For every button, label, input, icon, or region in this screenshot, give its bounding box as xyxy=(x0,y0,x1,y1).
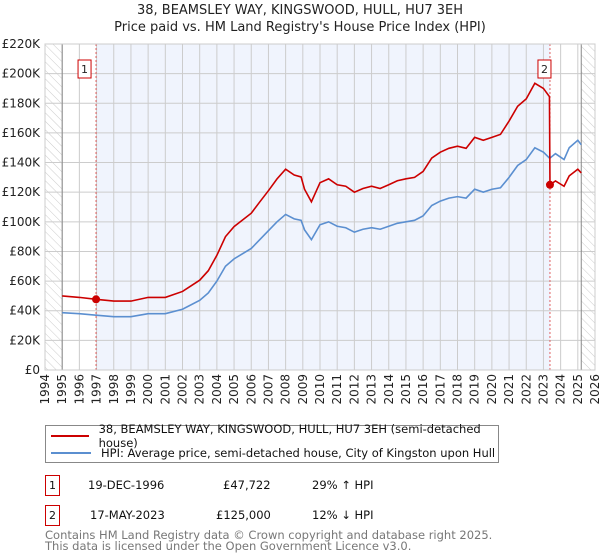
price-chart: 1994 1995 1996 1997 1998 1999 2000 2001 2002 2003… xyxy=(2,37,600,405)
x-tick-label: 2019 xyxy=(468,374,482,405)
x-tick-label: 2026 xyxy=(588,374,600,405)
x-tick-label: 1995 xyxy=(55,374,69,405)
x-tick-label: 2000 xyxy=(141,374,155,405)
x-tick-label: 2005 xyxy=(227,374,241,405)
sale-badge: 1 xyxy=(45,475,60,496)
y-tick-label: £160K xyxy=(2,126,42,140)
x-tick-label: 2007 xyxy=(261,374,275,405)
sale-label-text: 2 xyxy=(541,63,548,76)
legend-label: 38, BEAMSLEY WAY, KINGSWOOD, HULL, HU7 3… xyxy=(98,422,481,450)
legend-item-property: 38, BEAMSLEY WAY, KINGSWOOD, HULL, HU7 3… xyxy=(46,422,498,450)
y-tick-label: £0 xyxy=(25,363,40,377)
sale-date: 17-MAY-2023 xyxy=(90,508,165,522)
sale-label-box xyxy=(537,59,552,79)
sale-date: 19-DEC-1996 xyxy=(88,478,165,492)
x-tick-label: 1997 xyxy=(90,374,104,405)
x-tick-label: 2014 xyxy=(382,374,396,405)
sale-hpi-diff: 12% ↓ HPI xyxy=(312,508,374,522)
x-tick-label: 1994 xyxy=(38,374,52,405)
sale-label-text: 1 xyxy=(81,63,88,76)
chart-title-line2: Price paid vs. HM Land Registry's House … xyxy=(114,20,486,35)
legend-item-hpi: HPI: Average price, semi-detached house,… xyxy=(46,445,495,461)
sale-row: 2 17-MAY-2023 £125,000 12% ↓ HPI xyxy=(45,505,545,526)
x-tick-label: 2020 xyxy=(485,374,499,405)
footer-copyright: Contains HM Land Registry data © Crown c… xyxy=(45,528,493,542)
sale-badge: 2 xyxy=(45,505,60,526)
x-tick-label: 2017 xyxy=(433,374,447,405)
x-tick-label: 1998 xyxy=(107,374,121,405)
y-tick-label: £40K xyxy=(9,304,41,318)
x-tick-label: 2001 xyxy=(158,374,172,405)
y-tick-label: £200K xyxy=(2,67,42,81)
x-tick-label: 2021 xyxy=(502,374,516,405)
legend-label: HPI: Average price, semi-detached house,… xyxy=(101,446,496,460)
sale-point xyxy=(545,180,554,189)
x-tick-label: 2015 xyxy=(399,374,413,405)
x-tick-label: 2011 xyxy=(330,374,344,405)
legend-swatch-red xyxy=(51,435,89,437)
sale-hpi-diff: 29% ↑ HPI xyxy=(312,478,374,492)
plot-border xyxy=(44,43,596,371)
x-tick-label: 2004 xyxy=(210,374,224,405)
sale-price: £125,000 xyxy=(216,508,271,522)
x-tick-label: 2023 xyxy=(536,374,550,405)
x-tick-label: 2012 xyxy=(347,374,361,405)
no-data-hatch-left xyxy=(45,44,63,370)
x-tick-label: 2022 xyxy=(519,374,533,405)
x-tick-label: 2009 xyxy=(296,374,310,405)
legend-swatch-blue xyxy=(51,452,91,454)
y-tick-label: £140K xyxy=(2,156,42,170)
sale-label-box xyxy=(77,59,92,79)
no-data-hatch-right xyxy=(581,44,595,370)
sale-point xyxy=(92,295,101,304)
y-tick-label: £180K xyxy=(2,96,42,110)
hpi-series-line xyxy=(62,139,582,318)
x-tick-label: 2008 xyxy=(279,374,293,405)
x-tick-label: 2002 xyxy=(176,374,190,405)
x-tick-label: 2013 xyxy=(365,374,379,405)
y-tick-label: £220K xyxy=(2,37,42,51)
chart-title-line1: 38, BEAMSLEY WAY, KINGSWOOD, HULL, HU7 3… xyxy=(136,3,464,18)
y-tick-label: £100K xyxy=(2,215,42,229)
x-tick-label: 2018 xyxy=(451,374,465,405)
y-tick-label: £120K xyxy=(2,185,42,199)
footer-licence: This data is licensed under the Open Gov… xyxy=(45,539,412,553)
ownership-shading xyxy=(96,44,550,370)
x-tick-label: 2016 xyxy=(416,374,430,405)
y-tick-label: £20K xyxy=(9,333,41,347)
x-tick-label: 2010 xyxy=(313,374,327,405)
sale-price: £47,722 xyxy=(223,478,271,492)
x-tick-label: 2025 xyxy=(571,374,585,405)
x-tick-label: 1999 xyxy=(124,374,138,405)
property-series-line xyxy=(62,82,582,302)
x-tick-label: 2006 xyxy=(244,374,258,405)
x-tick-label: 2003 xyxy=(193,374,207,405)
sale-row: 1 19-DEC-1996 £47,722 29% ↑ HPI xyxy=(45,475,545,496)
x-tick-label: 1996 xyxy=(72,374,86,405)
chart-legend: 38, BEAMSLEY WAY, KINGSWOOD, HULL, HU7 3… xyxy=(45,422,499,463)
y-tick-label: £80K xyxy=(9,244,41,258)
y-tick-label: £60K xyxy=(9,274,41,288)
x-tick-label: 2024 xyxy=(554,374,568,405)
